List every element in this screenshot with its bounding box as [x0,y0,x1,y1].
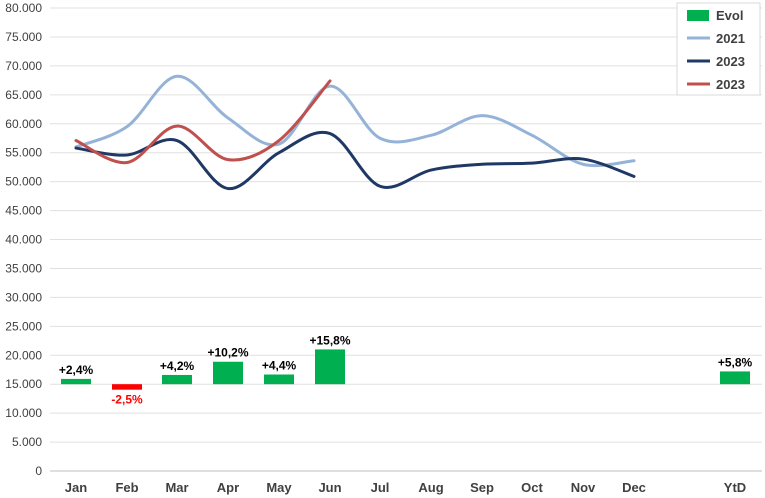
x-tick-label: Dec [622,480,646,495]
evol-bar-labels: +2,4% -2,5% +4,2% +10,2% +4,4% +15,8% +5,8% [59,333,753,406]
x-tick-label: Jun [318,480,341,495]
evol-bar [162,374,192,385]
grid-lines [50,7,762,472]
evol-bar [315,349,345,385]
y-tick-label: 35.000 [5,261,42,275]
x-tick-label: Jan [65,480,87,495]
evol-bar [112,384,142,390]
x-tick-label: Mar [165,480,188,495]
legend-label-2023-dark: 2023 [716,54,745,69]
y-tick-label: 75.000 [5,30,42,44]
x-tick-label: Apr [217,480,239,495]
evol-bar [61,378,91,385]
legend-label-evol: Evol [716,8,743,23]
series-line-2 [74,79,332,165]
legend-label-2023-red: 2023 [716,77,745,92]
x-tick-label: Feb [115,480,138,495]
evol-bar [264,374,294,385]
y-tick-label: 50.000 [5,175,42,189]
y-tick-label: 20.000 [5,348,42,362]
evol-data-label: +10,2% [207,346,248,360]
x-tick-label: Nov [571,480,596,495]
x-tick-label: May [266,480,292,495]
x-tick-label: YtD [724,480,746,495]
evol-data-label: +4,4% [262,359,297,373]
y-tick-label: 40.000 [5,233,42,247]
x-axis-ticks: Jan Feb Mar Apr May Jun Jul Aug Sep Oct Nov Dec YtD [65,480,746,495]
y-tick-label: 15.000 [5,377,42,391]
evol-bar [720,371,750,385]
y-tick-label: 0 [35,464,42,478]
y-tick-label: 70.000 [5,59,42,73]
y-tick-label: 65.000 [5,88,42,102]
evol-data-label: +15,8% [309,333,350,347]
legend-label-2021: 2021 [716,31,745,46]
x-tick-label: Aug [418,480,443,495]
legend: Evol 2021 2023 2023 [676,2,761,96]
y-tick-label: 30.000 [5,290,42,304]
y-tick-label: 10.000 [5,406,42,420]
y-tick-label: 55.000 [5,146,42,160]
x-tick-label: Oct [521,480,543,495]
series-line-0 [74,74,636,168]
y-tick-label: 5.000 [12,435,42,449]
evol-data-label: +5,8% [718,355,753,369]
y-tick-label: 60.000 [5,117,42,131]
legend-swatch-evol [687,10,709,21]
x-tick-label: Jul [371,480,390,495]
evol-data-label: +2,4% [59,363,94,377]
y-tick-label: 80.000 [5,1,42,15]
y-axis-ticks: 0 5.000 10.000 15.000 20.000 25.000 30.000 35.0… [5,1,42,478]
series-lines [74,74,636,191]
series-line-1 [74,130,636,191]
evol-bar [213,361,243,385]
y-tick-label: 45.000 [5,204,42,218]
evol-data-label: +4,2% [160,359,195,373]
y-tick-label: 25.000 [5,319,42,333]
evol-data-label: -2,5% [111,393,143,407]
evol-bars [61,349,750,390]
x-tick-label: Sep [470,480,494,495]
